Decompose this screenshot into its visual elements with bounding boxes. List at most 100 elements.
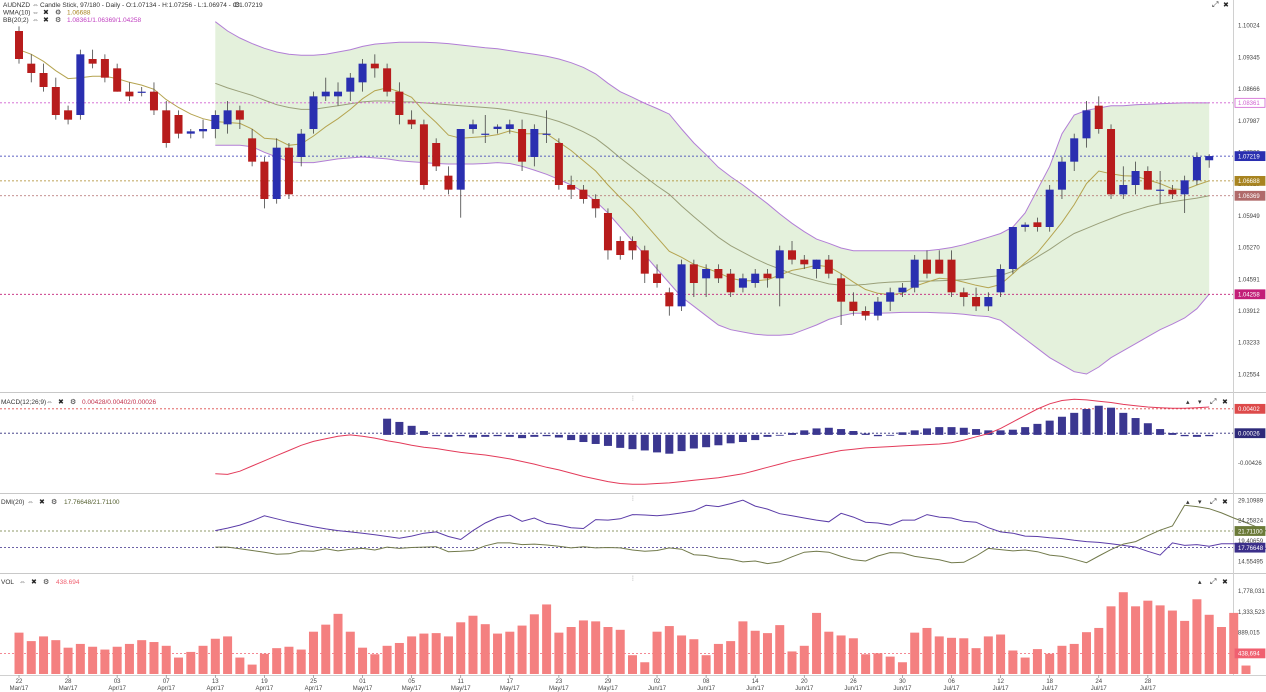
dmi-plus-line [215,499,1266,556]
close-icon[interactable]: ✖ [1222,499,1228,506]
volume-bar [124,643,134,674]
volume-bar [971,648,981,674]
candle-body [1131,171,1140,185]
close-icon[interactable]: ✖ [39,499,45,506]
volume-bar [112,646,122,674]
link-icon[interactable]: ⇔ [27,499,34,506]
close-icon[interactable]: ✖ [43,10,49,17]
volume-panel[interactable] [0,592,1251,674]
resize-handle-icon[interactable]: ⋮ [630,575,636,582]
gear-icon[interactable]: ⚙ [55,9,61,17]
gear-icon[interactable]: ⚙ [70,398,76,406]
candle-body [861,311,870,316]
candle-body [665,292,674,307]
gear-icon[interactable]: ⚙ [234,1,240,9]
x-axis-day-label: 01 [359,679,366,685]
axis-tick-label: 1.03912 [1238,309,1260,315]
axis-value-tag-text: 1.08361 [1238,101,1260,107]
link-icon[interactable]: ⇔ [32,2,39,9]
macd-header: MACD(12;26;9) ⇔ ✖ ⚙ 0.00428/0.00402/0.00… [1,395,1228,406]
macd-hist-bar [922,428,931,435]
close-icon[interactable]: ✖ [1223,2,1229,9]
candle-body [738,278,747,288]
macd-hist-bar [1131,418,1140,435]
resize-handle-icon[interactable]: ⋮ [630,395,636,402]
volume-bar [1094,627,1104,674]
gear-icon[interactable]: ⚙ [55,16,61,24]
axis-tick-label: 19.40659 [1238,539,1264,545]
axis-value-tag [1234,542,1266,553]
candle-body [493,126,502,129]
link-icon[interactable]: ⇔ [32,17,39,24]
macd-hist-bar [1070,412,1079,435]
candle-body [530,129,539,157]
candle-body [358,63,367,83]
close-icon[interactable]: ✖ [1222,579,1228,586]
chevron-down-icon[interactable]: ▾ [1198,499,1202,506]
volume-bar [677,635,687,674]
x-axis-month-label: May/17 [549,686,569,692]
link-icon[interactable]: ⇔ [19,579,26,586]
volume-bar [1143,600,1153,674]
chevron-up-icon[interactable]: ▴ [1186,499,1190,506]
volume-bar [63,647,73,674]
candle-body [1168,189,1177,195]
macd-hist-bar [456,434,465,437]
x-axis-day-label: 05 [408,679,415,685]
gear-icon[interactable]: ⚙ [43,578,49,586]
chevron-up-icon[interactable]: ▴ [1186,399,1190,406]
price-panel[interactable] [0,21,1233,375]
close-icon[interactable]: ✖ [58,399,64,406]
x-axis-month-label: Apr/17 [108,686,126,692]
link-icon[interactable]: ⇔ [32,10,39,17]
expand-icon[interactable]: ⤢ [1209,577,1216,586]
candle-body [272,147,281,199]
macd-hist-bar [726,434,735,444]
macd-hist-bar [947,427,956,435]
candle-body [1156,189,1165,191]
volume-bar [897,662,907,674]
volume-bar [947,637,957,674]
expand-icon[interactable]: ⤢ [1209,397,1216,406]
dmi-minus-line [215,504,1266,565]
candle-body [15,31,23,59]
candle-body [51,87,60,115]
candle-body [628,241,637,251]
dmi-panel[interactable] [0,499,1266,565]
resize-handle-icon[interactable]: ⋮ [630,495,636,502]
volume-bar [529,614,539,674]
chevron-up-icon[interactable]: ▴ [1198,579,1202,586]
volume-bar [836,635,846,674]
macd-hist-bar [518,434,527,439]
macd-hist-bar [640,434,649,451]
wma-label: WMA(10) [3,10,30,17]
candle-body [1094,105,1103,129]
close-icon[interactable]: ✖ [31,579,37,586]
macd-hist-bar [959,427,968,435]
axis-tick-label: -0.00426 [1238,461,1262,467]
x-axis-day-label: 11 [458,679,465,685]
candle-body [260,161,269,199]
volume-bar [615,629,625,674]
macd-hist-bar [1107,407,1116,435]
link-icon[interactable]: ⇔ [46,399,53,406]
expand-icon[interactable]: ⤢ [1211,0,1218,9]
volume-bar [775,625,785,674]
volume-bar [308,631,318,674]
candle-body [407,119,416,125]
candle-body [383,68,392,92]
x-axis-month-label: Apr/17 [206,686,224,692]
chevron-down-icon[interactable]: ▾ [1198,399,1202,406]
candle-body [309,96,318,129]
volume-bar [1192,599,1202,674]
macd-hist-bar [628,434,637,450]
expand-icon[interactable]: ⤢ [1209,497,1216,506]
macd-panel[interactable] [0,398,1233,485]
volume-bar [1180,620,1190,674]
close-icon[interactable]: ✖ [1222,399,1228,406]
candle-body [456,129,465,190]
volume-bar [848,638,858,674]
close-icon[interactable]: ✖ [43,17,49,24]
macd-hist-bar [1143,423,1152,435]
gear-icon[interactable]: ⚙ [51,498,57,506]
